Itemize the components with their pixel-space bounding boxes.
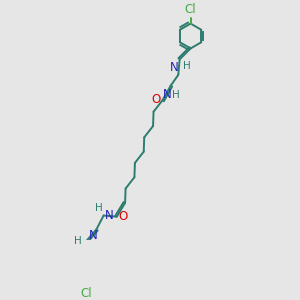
Text: N: N [170, 61, 178, 74]
Text: O: O [152, 93, 161, 106]
Text: N: N [163, 88, 172, 101]
Text: H: H [183, 61, 190, 71]
Text: H: H [95, 202, 102, 213]
Text: N: N [88, 229, 97, 242]
Text: Cl: Cl [185, 3, 197, 16]
Text: O: O [119, 210, 128, 223]
Text: H: H [172, 90, 180, 100]
Text: N: N [105, 208, 113, 221]
Text: Cl: Cl [80, 287, 92, 300]
Text: H: H [74, 236, 82, 246]
